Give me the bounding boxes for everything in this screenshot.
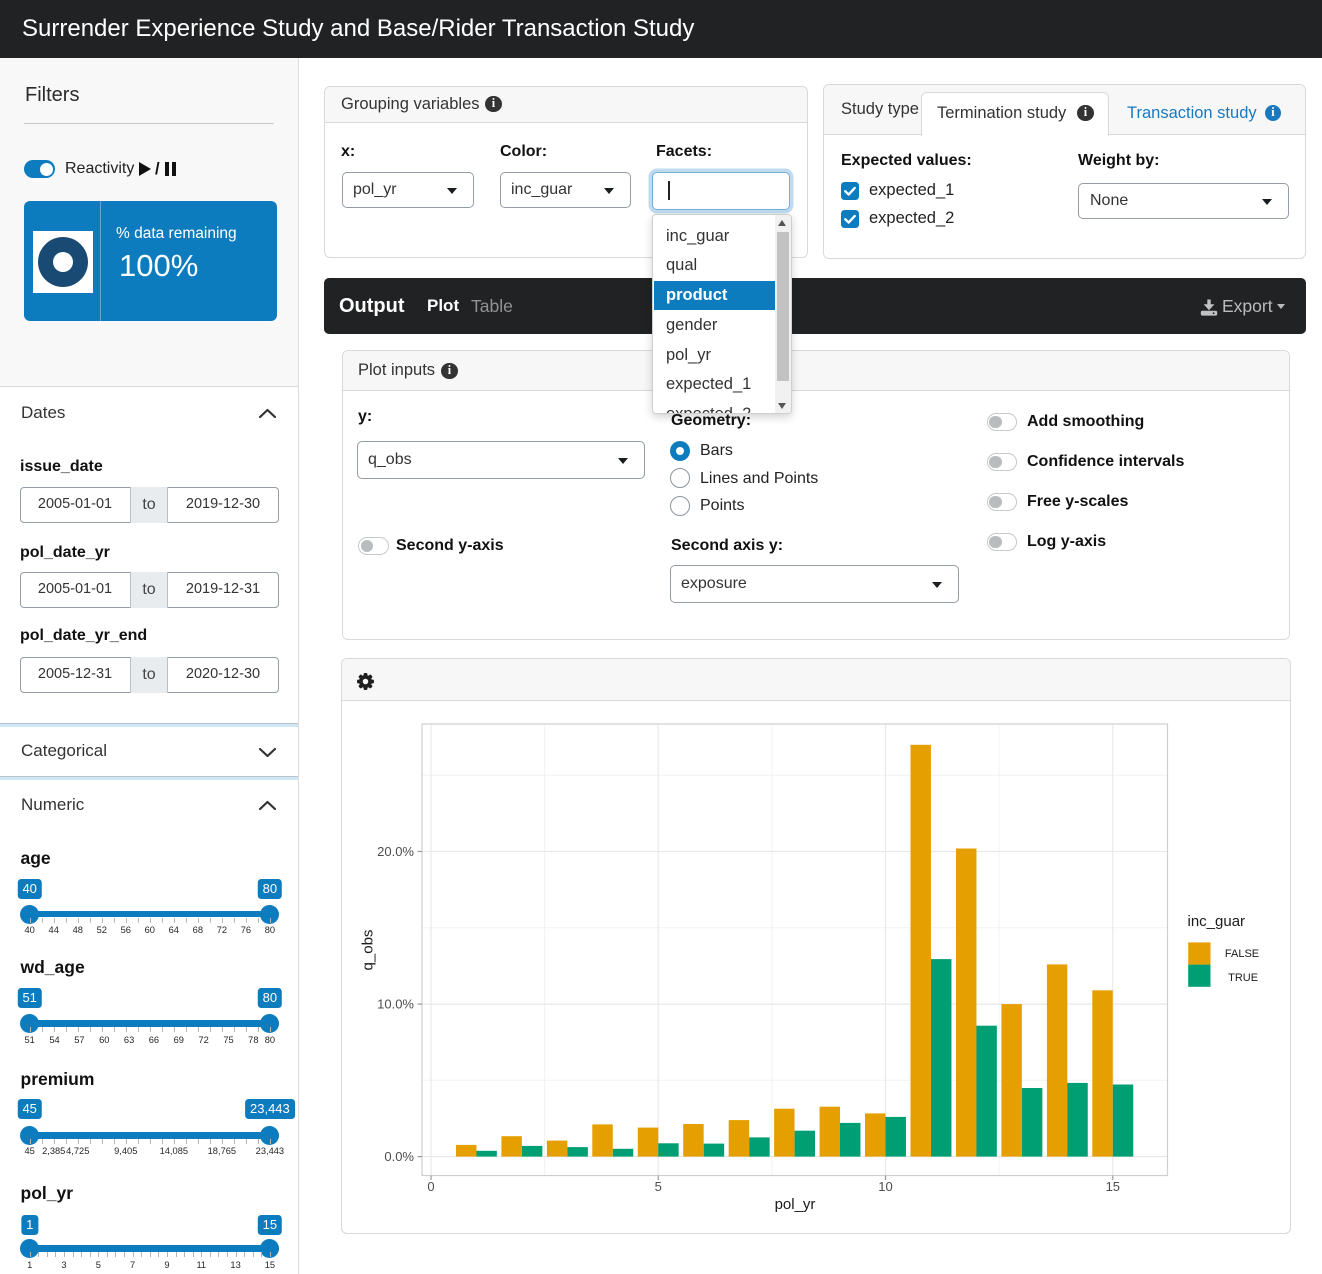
svg-text:10: 10: [878, 1179, 892, 1194]
svg-text:q_obs: q_obs: [359, 930, 376, 971]
svg-text:FALSE: FALSE: [1224, 948, 1258, 960]
svg-text:15: 15: [1105, 1179, 1119, 1194]
svg-text:20.0%: 20.0%: [377, 844, 414, 859]
svg-text:TRUE: TRUE: [1228, 972, 1258, 984]
svg-text:pol_yr: pol_yr: [774, 1196, 815, 1213]
svg-text:0: 0: [427, 1179, 434, 1194]
svg-text:inc_guar: inc_guar: [1187, 913, 1245, 930]
svg-text:0.0%: 0.0%: [384, 1149, 414, 1164]
svg-text:5: 5: [654, 1179, 661, 1194]
svg-text:10.0%: 10.0%: [377, 997, 414, 1012]
